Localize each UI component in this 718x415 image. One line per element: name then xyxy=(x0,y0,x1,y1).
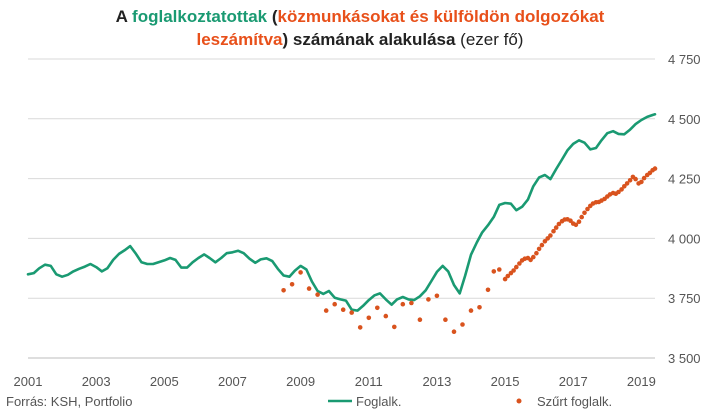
data-point xyxy=(641,175,647,181)
data-point xyxy=(426,297,431,302)
data-point xyxy=(468,308,474,313)
y-tick-label: 3 500 xyxy=(668,351,701,366)
x-tick-label: 2017 xyxy=(559,374,588,389)
x-tick-label: 2013 xyxy=(422,374,451,389)
data-point xyxy=(556,221,562,227)
x-tick-label: 2007 xyxy=(218,374,247,389)
data-point xyxy=(409,300,414,306)
data-point xyxy=(568,218,573,223)
title-fragment: A xyxy=(116,7,132,26)
data-point xyxy=(434,293,440,299)
data-point xyxy=(366,315,372,321)
data-point xyxy=(548,233,553,238)
y-tick-label: 4 250 xyxy=(668,172,701,187)
data-point xyxy=(323,308,329,313)
data-point xyxy=(582,210,587,216)
series-layer xyxy=(26,113,658,335)
x-tick-label: 2003 xyxy=(82,374,111,389)
data-point xyxy=(573,222,579,228)
data-point xyxy=(375,305,380,311)
data-point xyxy=(315,292,320,297)
data-point xyxy=(502,276,508,282)
data-point xyxy=(551,228,556,234)
legend-dot-swatch xyxy=(516,398,522,404)
data-point xyxy=(624,181,630,186)
data-point xyxy=(622,184,627,189)
title-line: leszámítva) számának alakulása (ezer fő) xyxy=(197,30,524,49)
source-note: Forrás: KSH, Portfolio xyxy=(6,394,132,409)
title-fragment: (ezer fő) xyxy=(455,30,523,49)
data-point xyxy=(633,176,638,182)
y-tick-label: 4 000 xyxy=(668,231,701,246)
series-szurt-foglalk xyxy=(281,166,658,335)
x-tick-label: 2001 xyxy=(14,374,43,389)
data-point xyxy=(517,261,522,266)
data-point xyxy=(579,214,584,220)
data-point xyxy=(514,264,519,270)
data-point xyxy=(340,307,346,313)
data-point xyxy=(539,242,545,248)
title-line: A foglalkoztatottak (közmunkásokat és kü… xyxy=(116,7,605,26)
data-point xyxy=(443,317,448,323)
gridlines xyxy=(28,58,655,359)
y-axis-ticks: 3 500 3 750 4 000 4 250 4 500 4 750 xyxy=(668,52,701,366)
data-point xyxy=(357,325,363,330)
title-fragment: leszámítva xyxy=(197,30,284,49)
data-point xyxy=(392,324,397,330)
data-point xyxy=(639,179,644,185)
data-point xyxy=(585,206,590,212)
x-tick-label: 2011 xyxy=(355,374,383,389)
data-point xyxy=(349,310,355,315)
data-point xyxy=(576,219,582,224)
data-point xyxy=(289,282,295,287)
legend-label: Szűrt foglalk. xyxy=(537,394,612,409)
data-point xyxy=(619,187,624,192)
data-point xyxy=(497,267,502,272)
data-point xyxy=(400,301,406,307)
legend: Foglalk. Szűrt foglalk. xyxy=(328,394,612,409)
data-point xyxy=(332,301,338,307)
data-point xyxy=(652,166,658,171)
data-point xyxy=(417,317,423,323)
y-tick-label: 4 500 xyxy=(668,112,701,127)
y-tick-label: 3 750 xyxy=(668,291,701,306)
chart-title: A foglalkoztatottak (közmunkásokat és kü… xyxy=(116,7,605,49)
data-point xyxy=(627,178,633,183)
data-point xyxy=(485,287,491,293)
data-point xyxy=(306,286,312,291)
x-tick-label: 2005 xyxy=(150,374,179,389)
data-point xyxy=(281,288,286,293)
data-point xyxy=(505,273,511,279)
data-point xyxy=(534,250,539,256)
series-foglalk xyxy=(26,113,657,312)
data-point xyxy=(460,322,465,327)
data-point xyxy=(491,269,497,274)
y-tick-label: 4 750 xyxy=(668,52,701,67)
x-tick-label: 2015 xyxy=(491,374,520,389)
data-point xyxy=(531,254,536,260)
title-fragment: ( xyxy=(267,7,278,26)
title-fragment: számának alakulása xyxy=(293,30,456,49)
x-tick-label: 2009 xyxy=(286,374,315,389)
data-point xyxy=(477,305,482,310)
data-point xyxy=(298,270,303,275)
data-point xyxy=(451,329,457,335)
x-axis-ticks: 2001 2003 2005 2007 2009 2011 2013 2015 2017 2019 xyxy=(14,374,656,389)
data-point xyxy=(616,189,621,195)
title-fragment: ) xyxy=(283,30,293,49)
title-fragment: közmunkásokat és külföldön dolgozókat xyxy=(278,7,605,26)
legend-label: Foglalk. xyxy=(356,394,402,409)
data-point xyxy=(383,313,389,319)
data-point xyxy=(542,239,548,244)
data-point xyxy=(536,246,542,252)
title-fragment: foglalkoztatottak xyxy=(132,7,268,26)
data-point xyxy=(545,236,550,241)
series-line xyxy=(26,113,657,312)
x-tick-label: 2019 xyxy=(627,374,656,389)
data-point xyxy=(553,225,559,230)
data-point xyxy=(511,268,516,273)
